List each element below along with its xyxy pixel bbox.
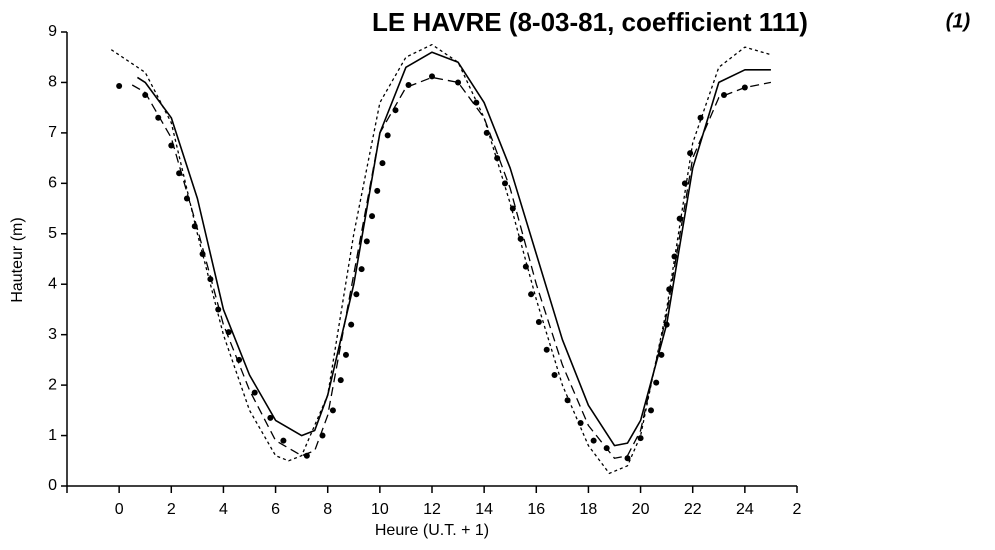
y-tick-label: 3 [48, 326, 57, 343]
data-point [116, 82, 123, 89]
data-point [624, 455, 631, 462]
data-point [637, 435, 644, 442]
data-point [494, 155, 501, 162]
x-tick-label: 2 [793, 501, 802, 518]
x-tick-label: 2 [167, 501, 176, 518]
data-point [207, 276, 214, 283]
x-axis-label: Heure (U.T. + 1) [375, 522, 489, 539]
data-point [483, 129, 490, 136]
data-point [155, 114, 162, 121]
data-point [348, 321, 355, 328]
data-point [564, 397, 571, 404]
data-point [648, 407, 654, 414]
data-point [741, 84, 748, 91]
x-tick-label: 20 [632, 501, 650, 518]
y-tick-label: 4 [48, 275, 57, 292]
data-point [697, 114, 704, 121]
data-point [392, 107, 399, 114]
data-point [666, 286, 673, 293]
series-line [136, 51, 771, 447]
data-point [671, 253, 678, 260]
x-tick-label: 22 [684, 501, 702, 518]
data-point [353, 291, 360, 298]
x-tick-label: 24 [736, 501, 754, 518]
y-tick-label: 1 [48, 427, 57, 444]
y-tick-label: 6 [48, 175, 57, 192]
data-point [168, 142, 175, 149]
series-line [110, 43, 772, 475]
data-point [215, 306, 222, 313]
y-tick-label: 7 [48, 124, 57, 141]
y-tick-label: 0 [48, 477, 57, 494]
data-point [176, 170, 183, 177]
data-point [374, 187, 381, 194]
data-point [142, 92, 149, 99]
data-point [358, 266, 365, 273]
data-point [183, 195, 190, 202]
data-point [280, 437, 287, 444]
data-point [590, 437, 597, 444]
data-point [663, 321, 670, 328]
x-tick-label: 18 [580, 501, 598, 518]
data-point [329, 407, 336, 414]
x-tick-label: 12 [423, 501, 441, 518]
y-axis-label: Hauteur (m) [9, 217, 26, 302]
data-point [251, 389, 258, 396]
x-tick-label: 16 [527, 501, 545, 518]
data-point [405, 81, 412, 88]
x-tick-label: 10 [371, 501, 389, 518]
data-point [369, 213, 376, 220]
data-point [522, 263, 529, 270]
y-tick-label: 9 [48, 23, 57, 40]
data-point [303, 452, 310, 459]
data-point [603, 445, 610, 452]
data-point [502, 180, 508, 187]
data-point [225, 329, 232, 336]
x-tick-label: 0 [115, 501, 124, 518]
data-point [337, 377, 344, 384]
data-point [653, 379, 660, 386]
data-point [363, 238, 370, 245]
y-tick-label: 8 [48, 74, 57, 91]
data-point [535, 319, 542, 326]
data-point [658, 351, 665, 358]
data-point [543, 346, 550, 353]
data-point [577, 419, 584, 426]
data-point [236, 356, 243, 363]
data-point [342, 351, 349, 358]
data-point [267, 414, 274, 421]
data-point [379, 160, 386, 167]
data-point [676, 215, 683, 222]
x-tick-label: 6 [271, 501, 280, 518]
x-tick-label: 8 [323, 501, 332, 518]
data-point [528, 291, 535, 298]
data-point [319, 432, 326, 439]
data-point [384, 132, 391, 139]
data-point [721, 92, 727, 99]
annotation: (1) [946, 10, 971, 32]
x-tick-label: 14 [475, 501, 493, 518]
series-line [131, 76, 772, 459]
data-point [199, 250, 206, 257]
x-tick-label: 4 [219, 501, 228, 518]
data-point [473, 99, 480, 106]
data-point [191, 223, 198, 230]
data-point [551, 372, 558, 379]
chart-title: LE HAVRE (8-03-81, coefficient 111) [372, 7, 808, 37]
data-point [509, 205, 516, 212]
data-point [517, 235, 524, 242]
data-point [681, 180, 688, 187]
data-point [429, 73, 435, 80]
y-tick-label: 5 [48, 225, 57, 242]
data-point [687, 150, 694, 157]
y-tick-label: 2 [48, 376, 57, 393]
data-point [455, 79, 462, 86]
